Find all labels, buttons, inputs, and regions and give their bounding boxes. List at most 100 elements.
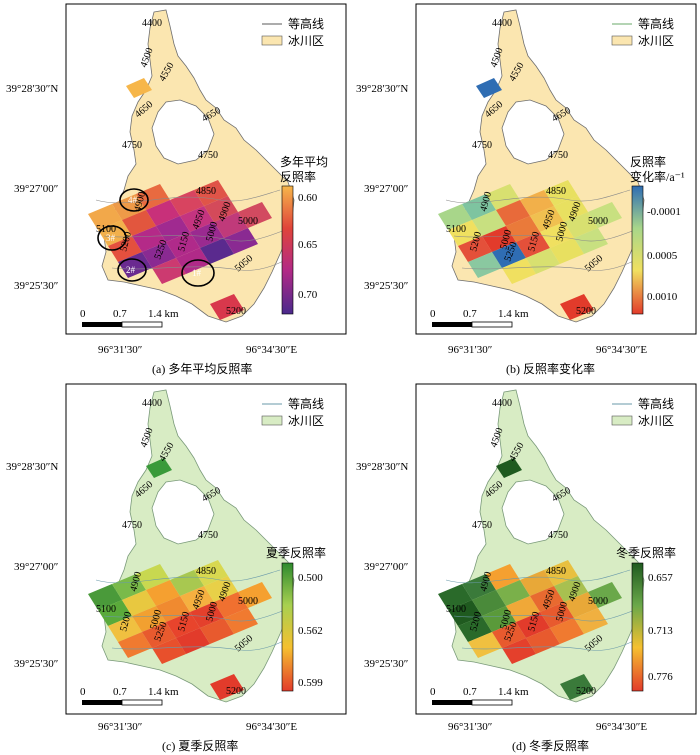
contour-label: 5150 (176, 231, 192, 253)
colorbar-tick: 0.0010 (647, 291, 678, 303)
contour-label: 5150 (526, 231, 542, 253)
winter-cell (472, 590, 506, 616)
winter-cell (468, 632, 502, 658)
scale-label: 0.7 (463, 686, 477, 698)
colorbar-tick: 0.70 (298, 289, 318, 301)
contour-line (445, 569, 631, 584)
contour-line (461, 637, 641, 651)
panel-b: 4400 4500 4550 4650 4650 4750 4750 4850 … (356, 3, 697, 376)
winter-cell (448, 600, 482, 626)
summer-cell (152, 638, 186, 664)
albedo-cell (122, 210, 156, 236)
winter-albedo-cells (438, 458, 622, 700)
trend-cell (482, 226, 516, 252)
contour-label: 5150 (526, 611, 542, 633)
scale-label: 1.4 km (148, 686, 179, 698)
trend-cell (554, 196, 588, 222)
scale-bar-segment (471, 699, 513, 706)
albedo-cell (166, 232, 200, 258)
site-marker (97, 225, 127, 251)
summer-cell (122, 590, 156, 616)
scale-bar-segment (82, 700, 122, 705)
trend-cell (530, 206, 564, 232)
contour-label: 5150 (176, 611, 192, 633)
panel-d: 4400 4500 4550 4650 4650 4750 4750 4850 … (356, 383, 697, 753)
winter-cell (516, 612, 550, 638)
summer-cell (142, 622, 176, 648)
summer-cell (210, 674, 244, 700)
scale-label: 0 (430, 308, 436, 320)
scale-bar-segment (432, 700, 472, 705)
trend-cell (492, 242, 526, 268)
winter-cell (554, 576, 588, 602)
summer-cell (146, 580, 180, 606)
colorbar-tick: 0.65 (298, 239, 318, 251)
panel-caption: (d) 冬季反照率 (512, 738, 589, 753)
contour-line (111, 257, 291, 271)
contour-lines (95, 189, 291, 271)
colorbar-tick: 0.713 (648, 625, 673, 637)
summer-cell (112, 574, 146, 600)
summer-cell (136, 564, 170, 590)
contour-line (111, 637, 291, 651)
summer-cell (170, 570, 204, 596)
scale-label: 0.7 (463, 308, 477, 320)
contour-line (95, 569, 281, 584)
trend-cell (462, 194, 496, 220)
site-marker (181, 259, 215, 287)
scale-bar-segment (82, 322, 122, 327)
latitude-label: 39°28′30″N (356, 461, 408, 473)
summer-cell (176, 628, 210, 654)
winter-cell (496, 458, 522, 478)
contour-line (103, 227, 291, 242)
contour-label: 4750 (472, 520, 492, 531)
site-marker-label: 4# (128, 195, 138, 205)
longitude-label: 96°31′30″ (98, 721, 142, 733)
trend-cell (448, 220, 482, 246)
winter-cell (588, 582, 622, 608)
trend-cell (564, 212, 598, 238)
trend-cell (550, 238, 584, 264)
summer-cell (98, 600, 132, 626)
summer-cell (118, 632, 152, 658)
latitude-label: 39°28′30″N (6, 83, 58, 95)
longitude-label: 96°31′30″ (448, 344, 492, 356)
contour-label: 4850 (546, 186, 566, 197)
contour-legend-label: 等高线 (288, 396, 324, 411)
summer-cell (238, 582, 272, 608)
contour-label: 5000 (148, 609, 164, 631)
winter-cell (526, 628, 560, 654)
contour-line (453, 607, 641, 622)
contour-line (453, 227, 641, 242)
colorbar-tick: -0.0001 (647, 206, 681, 218)
contour-label: 5000 (238, 216, 258, 227)
glacier-legend-swatch (261, 35, 283, 46)
contour-label: 4400 (492, 398, 512, 409)
glacier-legend-label: 冰川区 (288, 414, 324, 428)
trend-cell (588, 202, 622, 228)
summer-cell (190, 602, 224, 628)
scale-bar: 0 0.7 1.4 km (80, 308, 179, 328)
latitude-label: 39°27′00″ (14, 561, 58, 573)
contour-label: 4850 (546, 566, 566, 577)
contour-label: 4900 (478, 571, 494, 593)
colorbar-tick: 0.500 (298, 572, 323, 584)
summer-cell (214, 592, 248, 618)
summer-cell (146, 458, 172, 478)
glacier-legend-swatch (611, 35, 633, 46)
albedo-cell (194, 180, 228, 206)
contour-label: 5200 (118, 611, 134, 633)
contour-label: 4750 (122, 140, 142, 151)
scale-label: 1.4 km (498, 686, 529, 698)
latitude-label: 39°25′30″ (14, 658, 58, 670)
site-marker (117, 258, 147, 282)
scale-bar: 0 0.7 1.4 km (430, 308, 529, 328)
contour-label: 5200 (576, 686, 596, 697)
albedo-cell (214, 212, 248, 238)
site-marker-label: 1# (192, 268, 202, 278)
winter-cell (560, 674, 594, 700)
contour-label: 4400 (492, 18, 512, 29)
latitude-label: 39°25′30″ (364, 280, 408, 292)
colorbar-tick: 0.776 (648, 671, 673, 683)
winter-cell (520, 570, 554, 596)
